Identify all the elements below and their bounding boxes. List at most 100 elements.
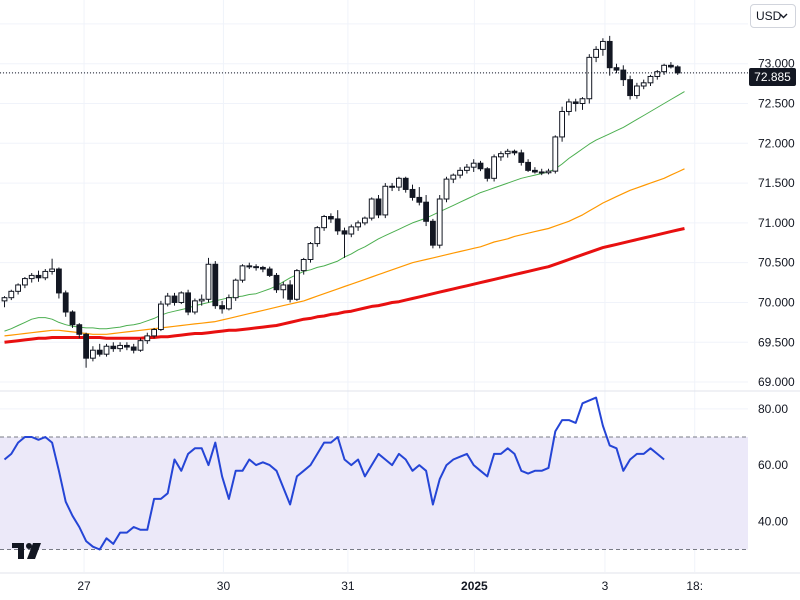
candle-body: [423, 201, 430, 222]
rsi-line: [3, 396, 665, 551]
price-axis: 69.000 69.500 70.000 70.500 71.000 71.500 72.0…: [758, 57, 795, 389]
candle-body: [484, 168, 491, 179]
candle-body: [171, 295, 178, 303]
candle: [606, 35, 613, 76]
candle-body: [35, 274, 42, 279]
moving-average-mid: [4, 168, 685, 337]
candle: [219, 300, 225, 314]
candle-body: [457, 169, 464, 176]
candle: [198, 294, 205, 306]
candle-body: [232, 279, 239, 299]
price-tick-label: 69.000: [758, 375, 795, 389]
candle-body: [192, 300, 198, 313]
candle-body: [1, 297, 8, 302]
candle: [436, 195, 443, 249]
candle-body: [62, 292, 69, 313]
candle: [137, 338, 144, 352]
candle-body: [586, 56, 593, 100]
candle: [457, 167, 464, 179]
candle-body: [83, 333, 89, 359]
candle: [375, 195, 382, 219]
candle: [103, 343, 110, 357]
currency-selector[interactable]: USD: [750, 4, 796, 28]
candle-body: [90, 349, 96, 359]
candle-body: [246, 265, 253, 268]
candle: [328, 213, 334, 223]
candle: [8, 289, 15, 301]
candle: [423, 195, 430, 227]
candle-body: [572, 101, 579, 105]
candle-body: [158, 303, 164, 331]
candle: [42, 269, 49, 281]
candle-body: [117, 344, 123, 350]
candle-body: [137, 340, 144, 351]
price-tick-label: 69.500: [758, 335, 795, 349]
candle: [130, 343, 137, 354]
time-tick-label: 3: [602, 579, 609, 593]
candle: [368, 197, 375, 221]
candle-body: [22, 278, 28, 286]
candle-body: [266, 268, 273, 276]
price-tick-label: 71.500: [758, 176, 795, 190]
price-tick-label: 70.500: [758, 256, 795, 270]
candle: [518, 149, 525, 166]
candle-body: [654, 71, 661, 77]
candle: [300, 257, 307, 275]
candle: [498, 151, 504, 161]
price-tick-label: 72.500: [758, 97, 795, 111]
candle-body: [470, 162, 477, 168]
candle-body: [205, 263, 212, 300]
candle: [572, 98, 579, 112]
candle: [559, 106, 566, 142]
candle-body: [164, 295, 171, 305]
candle-body: [661, 64, 668, 73]
candle-body: [110, 345, 117, 350]
candle: [538, 168, 545, 176]
candle-body: [368, 198, 375, 219]
candle: [117, 342, 123, 352]
candle-body: [396, 177, 402, 188]
candle-body: [491, 156, 498, 179]
candle: [22, 276, 28, 289]
candle-body: [328, 216, 334, 220]
rsi-tick-label: 80.00: [758, 402, 788, 416]
rsi-axis: 40.00 60.00 80.00: [758, 402, 788, 529]
candle-body: [362, 217, 368, 224]
time-tick-label: 2025: [461, 579, 488, 593]
candle-body: [96, 349, 103, 355]
candle: [266, 266, 273, 277]
candle: [185, 289, 191, 316]
candle-body: [226, 297, 232, 310]
candle-body: [375, 198, 382, 216]
candle-body: [634, 85, 640, 97]
candle-body: [280, 284, 287, 291]
candle-body: [627, 79, 634, 97]
candle: [416, 187, 423, 206]
candle: [28, 273, 35, 283]
candle: [661, 63, 668, 75]
candle-body: [334, 218, 341, 232]
candle-body: [239, 265, 246, 281]
tradingview-logo-icon: [12, 541, 44, 566]
candle: [205, 257, 212, 303]
candle-body: [56, 268, 62, 294]
time-tick-label: 27: [77, 579, 91, 593]
candle-body: [348, 226, 355, 235]
candle-body: [436, 198, 443, 246]
candle-body: [355, 222, 362, 228]
candle-body: [402, 177, 409, 190]
candle: [640, 79, 647, 90]
candle: [260, 265, 266, 273]
candle: [294, 269, 300, 301]
candle: [334, 210, 341, 235]
candle: [525, 159, 532, 172]
moving-average-long: [4, 227, 685, 344]
candle: [396, 176, 402, 192]
candle-body: [314, 227, 321, 245]
candle-body: [640, 82, 647, 87]
candle: [144, 332, 151, 344]
candle: [62, 290, 69, 317]
price-tick-label: 70.000: [758, 295, 795, 309]
time-tick-label: 31: [341, 579, 355, 593]
